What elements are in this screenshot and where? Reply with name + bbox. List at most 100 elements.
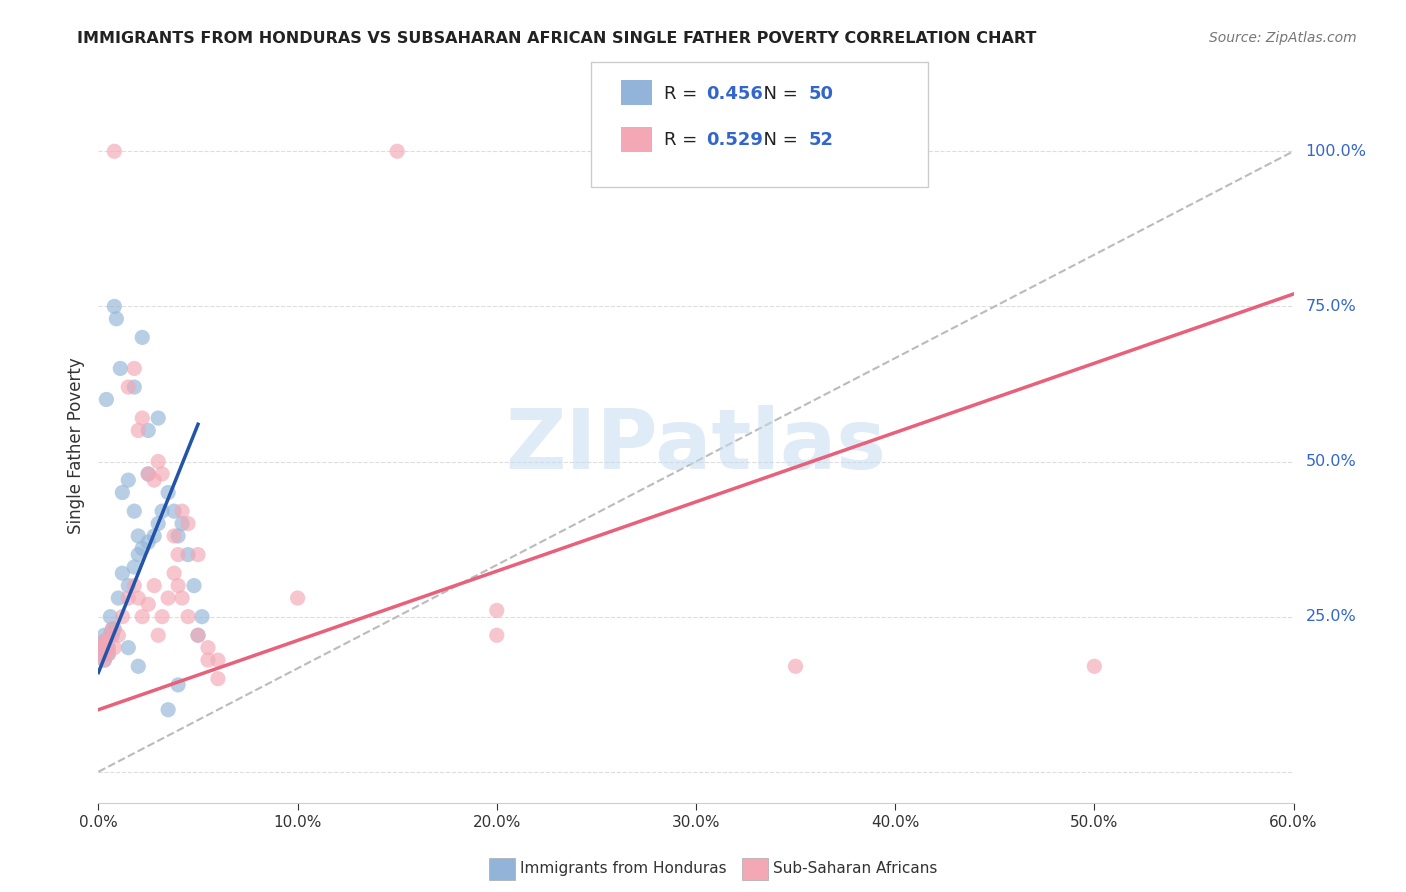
Point (117, 473, 139, 487)
Point (93, 628, 115, 642)
Point (97, 647, 120, 661)
Point (167, 529, 190, 543)
Point (150, 504, 173, 518)
Point (187, 628, 209, 642)
Point (157, 485, 180, 500)
Point (172, 516, 194, 531)
Point (103, 622, 125, 636)
Text: 100.0%: 100.0% (1306, 144, 1367, 159)
Point (157, 591, 180, 605)
Point (136, 467, 159, 481)
Text: N =: N = (752, 131, 804, 149)
Point (136, 535, 159, 549)
Point (96, 640, 118, 655)
Point (183, 579, 205, 593)
Point (136, 597, 159, 611)
Point (98, 628, 122, 642)
Point (150, 609, 173, 624)
Text: 75.0%: 75.0% (1306, 299, 1357, 314)
Point (101, 628, 124, 642)
Point (101, 622, 124, 636)
Point (91, 640, 114, 655)
Point (131, 330, 153, 344)
Point (167, 579, 190, 593)
Point (103, 640, 125, 655)
Text: Source: ZipAtlas.com: Source: ZipAtlas.com (1209, 31, 1357, 45)
Text: ZIPatlas: ZIPatlas (506, 406, 886, 486)
Point (131, 541, 153, 556)
Point (127, 548, 149, 562)
Point (89, 640, 111, 655)
Point (103, 145, 125, 159)
Point (127, 529, 149, 543)
Point (91, 647, 114, 661)
Point (105, 311, 128, 326)
Text: 50: 50 (808, 85, 834, 103)
Point (177, 516, 200, 531)
Point (143, 473, 166, 487)
Point (191, 609, 214, 624)
Text: 25.0%: 25.0% (1306, 609, 1357, 624)
Point (117, 579, 139, 593)
Point (96, 392, 118, 407)
Point (136, 467, 159, 481)
Point (187, 548, 209, 562)
Point (485, 628, 508, 642)
Point (163, 566, 186, 581)
Point (97, 640, 120, 655)
Point (117, 640, 139, 655)
Text: Immigrants from Honduras: Immigrants from Honduras (520, 862, 727, 876)
Text: 0.529: 0.529 (706, 131, 762, 149)
Point (163, 529, 186, 543)
Point (127, 591, 149, 605)
Point (96, 634, 118, 648)
Point (163, 504, 186, 518)
Point (91, 640, 114, 655)
Point (1083, 659, 1105, 673)
Point (127, 659, 149, 673)
Point (167, 548, 190, 562)
Point (96, 634, 118, 648)
Point (97, 647, 120, 661)
Point (172, 591, 194, 605)
Text: IMMIGRANTS FROM HONDURAS VS SUBSAHARAN AFRICAN SINGLE FATHER POVERTY CORRELATION: IMMIGRANTS FROM HONDURAS VS SUBSAHARAN A… (77, 31, 1036, 46)
Point (98, 628, 122, 642)
Point (124, 361, 146, 376)
Point (93, 634, 115, 648)
Point (287, 591, 309, 605)
Text: Sub-Saharan Africans: Sub-Saharan Africans (773, 862, 938, 876)
Point (385, 145, 409, 159)
Point (89, 647, 111, 661)
Point (93, 653, 115, 667)
Point (107, 628, 129, 642)
Point (785, 145, 807, 159)
Point (101, 622, 124, 636)
Point (148, 454, 170, 468)
Point (124, 560, 146, 574)
Point (136, 424, 159, 438)
Point (98, 609, 122, 624)
Point (131, 609, 153, 624)
Point (207, 653, 229, 667)
Text: R =: R = (664, 85, 703, 103)
Point (148, 628, 170, 642)
Point (785, 659, 807, 673)
Point (143, 579, 166, 593)
Point (197, 640, 219, 655)
Point (177, 548, 200, 562)
Point (148, 516, 170, 531)
Point (111, 485, 134, 500)
Point (187, 628, 209, 642)
Point (124, 579, 146, 593)
Point (124, 380, 146, 394)
Text: 0.456: 0.456 (706, 85, 762, 103)
Point (150, 467, 173, 481)
Point (93, 653, 115, 667)
Text: R =: R = (664, 131, 703, 149)
Point (207, 672, 229, 686)
Point (167, 678, 190, 692)
Text: 50.0%: 50.0% (1306, 454, 1357, 469)
Point (177, 609, 200, 624)
Point (127, 424, 149, 438)
Point (143, 529, 166, 543)
